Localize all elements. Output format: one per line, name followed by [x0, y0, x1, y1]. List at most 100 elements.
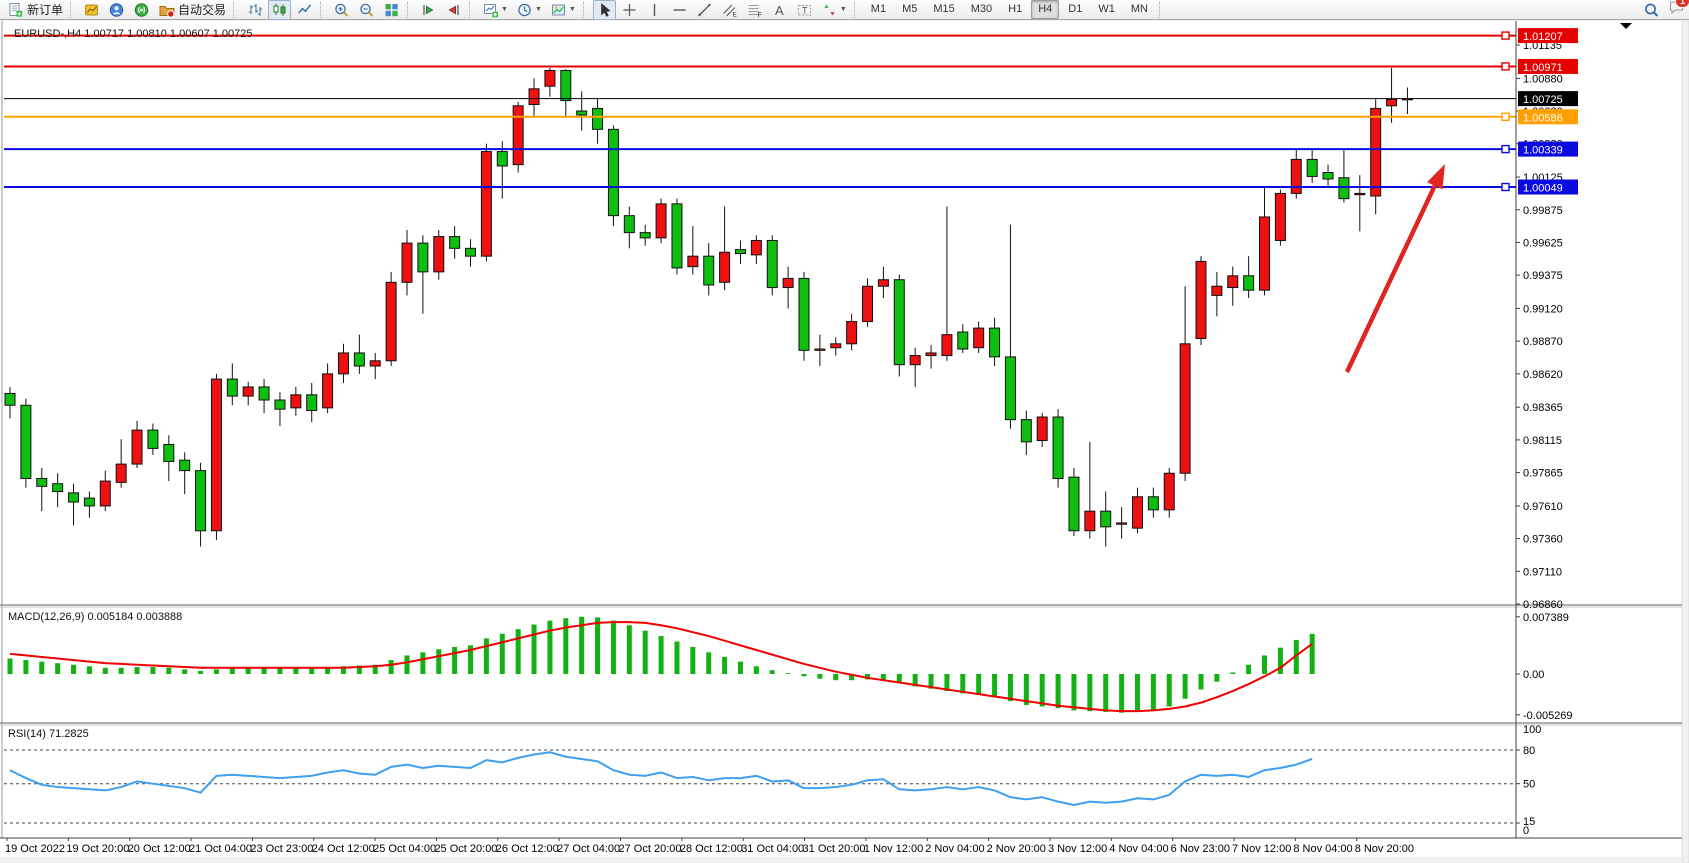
candle-body	[973, 327, 985, 349]
text-button[interactable]: A	[768, 0, 791, 20]
line-handle[interactable]	[1501, 62, 1510, 71]
candle-body	[1386, 98, 1398, 107]
svg-text:100: 100	[1523, 724, 1541, 736]
line-handle[interactable]	[1501, 144, 1510, 154]
candle-body	[1084, 510, 1096, 532]
svg-text:E: E	[732, 11, 737, 18]
svg-text:0.97610: 0.97610	[1523, 501, 1563, 513]
price-label	[1518, 91, 1578, 107]
timeframe-d1-button[interactable]: D1	[1068, 3, 1083, 15]
charts-profile-button[interactable]	[80, 0, 103, 20]
toolbar-separator	[233, 1, 239, 18]
eurusd-h4-chart[interactable]: 1.011351.008801.006301.003801.001250.998…	[0, 20, 1689, 863]
timeframe-m5-button[interactable]: M5	[902, 3, 918, 15]
bar-chart-button[interactable]	[243, 0, 266, 20]
candle-body	[671, 203, 683, 269]
autotrading-button[interactable]: 自动交易	[155, 0, 229, 20]
line-handle[interactable]	[1501, 31, 1510, 40]
signals-button[interactable]	[130, 0, 153, 20]
crosshair-button[interactable]	[618, 0, 641, 20]
chevron-down-icon: ▼	[839, 6, 847, 13]
chart-shift-marker[interactable]	[1620, 23, 1632, 29]
candle-body	[290, 394, 302, 409]
periods-button[interactable]: ▼	[513, 0, 545, 20]
tile-windows-button[interactable]	[380, 0, 403, 20]
rsi-header: RSI(14) 71.2825	[8, 728, 89, 740]
candle-body	[1274, 192, 1286, 241]
candle-body	[623, 215, 635, 234]
toolbar-separator	[407, 1, 413, 18]
vertical-line-button[interactable]	[643, 0, 666, 20]
horizontal-line-button[interactable]	[668, 0, 691, 20]
svg-text:2 Nov 20:00: 2 Nov 20:00	[987, 843, 1046, 855]
new-chart-button[interactable]: ▼	[479, 0, 511, 20]
timeframe-h4-button[interactable]: H4	[1031, 0, 1060, 19]
candle-body	[1338, 177, 1350, 200]
line-handle[interactable]	[1501, 112, 1510, 121]
equidistant-channel-button[interactable]: E	[718, 0, 741, 20]
search-button[interactable]	[1640, 0, 1663, 20]
timeframe-h1-button[interactable]: H1	[1008, 3, 1023, 15]
arrows-button[interactable]: ▼	[818, 0, 850, 20]
cursor-icon	[601, 2, 611, 17]
candle-body	[1259, 216, 1271, 291]
candle-body	[52, 483, 64, 493]
timeframe-mn-button[interactable]: MN	[1130, 3, 1148, 15]
candle-body	[322, 373, 334, 409]
newchart-icon	[484, 3, 498, 17]
line-chart-button[interactable]	[293, 0, 316, 20]
hline-icon	[673, 8, 686, 11]
candle-body	[385, 281, 397, 362]
svg-text:3 Nov 12:00: 3 Nov 12:00	[1048, 843, 1107, 855]
svg-text:28 Oct 12:00: 28 Oct 12:00	[680, 843, 743, 855]
trend-annotation-arrow[interactable]	[1344, 164, 1445, 373]
cursor-button[interactable]	[592, 0, 616, 20]
candle-body	[20, 404, 32, 479]
candle-body	[433, 236, 445, 273]
zoom-in-button[interactable]	[330, 0, 353, 20]
fibonacci-button[interactable]: F	[743, 0, 766, 20]
auto-scroll-button[interactable]	[417, 0, 440, 20]
candle-body	[195, 470, 207, 532]
timeframe-m1-button[interactable]: M1	[870, 3, 887, 15]
toolbar-separator	[1158, 1, 1165, 18]
svg-text:19 Oct 20:00: 19 Oct 20:00	[66, 843, 129, 855]
macd-signal-line	[9, 621, 1313, 713]
label-icon: T	[797, 4, 811, 15]
svg-text:20 Oct 12:00: 20 Oct 12:00	[128, 843, 191, 855]
candle-body	[1179, 343, 1191, 474]
candle-body	[607, 128, 619, 217]
templates-button[interactable]: ▼	[547, 0, 579, 20]
line-handle[interactable]	[1501, 182, 1510, 192]
text-label-button[interactable]: T	[793, 0, 816, 20]
svg-text:1.00339: 1.00339	[1523, 145, 1563, 157]
candle-body	[147, 429, 159, 449]
svg-text:1.00049: 1.00049	[1523, 183, 1563, 195]
community-icon	[109, 2, 124, 17]
new-order-button[interactable]: 新订单	[4, 0, 66, 20]
chat-button[interactable]: 1	[1665, 0, 1689, 20]
timeframe-m15-button[interactable]: M15	[933, 3, 955, 15]
chart-shift-button[interactable]	[442, 0, 465, 20]
timeframe-w1-button[interactable]: W1	[1098, 3, 1115, 15]
trendline-button[interactable]	[693, 0, 716, 20]
candlestick-chart-button[interactable]	[268, 0, 292, 20]
candle-body	[1004, 356, 1016, 421]
svg-text:0.99875: 0.99875	[1523, 205, 1563, 217]
periods-icon	[518, 3, 531, 16]
window-bottom-edge	[0, 857, 1682, 863]
community-button[interactable]	[105, 0, 128, 20]
candle-body	[893, 279, 905, 366]
macd-indicator	[7, 616, 1315, 713]
candle-body	[989, 327, 1001, 358]
autotrading-button-label: 自动交易	[178, 3, 227, 17]
candle-body	[560, 69, 572, 102]
zoom-out-button[interactable]	[355, 0, 378, 20]
candle-body	[1370, 107, 1382, 197]
signals-icon	[134, 2, 149, 17]
svg-text:0.97360: 0.97360	[1523, 534, 1563, 546]
zoomin-icon	[335, 3, 349, 17]
candle-body	[814, 348, 826, 351]
timeframe-m30-button[interactable]: M30	[970, 3, 993, 15]
